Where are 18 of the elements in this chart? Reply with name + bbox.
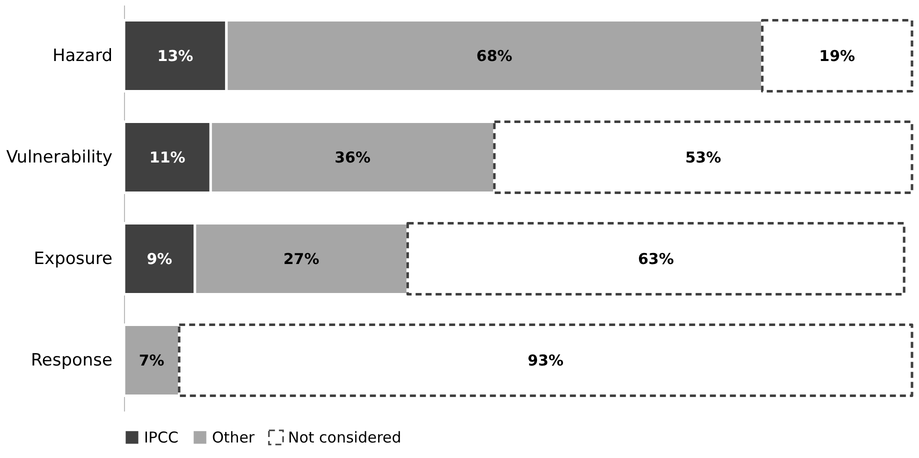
data-label: 13% bbox=[157, 46, 194, 65]
data-label: 53% bbox=[685, 148, 722, 166]
data-label: 9% bbox=[146, 250, 172, 268]
y-tick-label: Response bbox=[30, 350, 112, 370]
data-label: 68% bbox=[476, 46, 512, 65]
y-tick-label: Hazard bbox=[52, 46, 112, 66]
data-label: 19% bbox=[819, 46, 856, 65]
data-label: 7% bbox=[138, 351, 164, 370]
legend-label: Other bbox=[212, 428, 256, 446]
data-label: 93% bbox=[528, 351, 564, 370]
data-label: 63% bbox=[638, 250, 674, 268]
y-tick-label: Vulnerability bbox=[6, 147, 112, 168]
data-label: 27% bbox=[283, 250, 320, 268]
data-label: 11% bbox=[149, 148, 186, 166]
legend-label: Not considered bbox=[288, 428, 402, 446]
data-label: 36% bbox=[334, 148, 370, 166]
legend-label: IPCC bbox=[144, 428, 178, 446]
y-tick-label: Exposure bbox=[34, 248, 112, 269]
